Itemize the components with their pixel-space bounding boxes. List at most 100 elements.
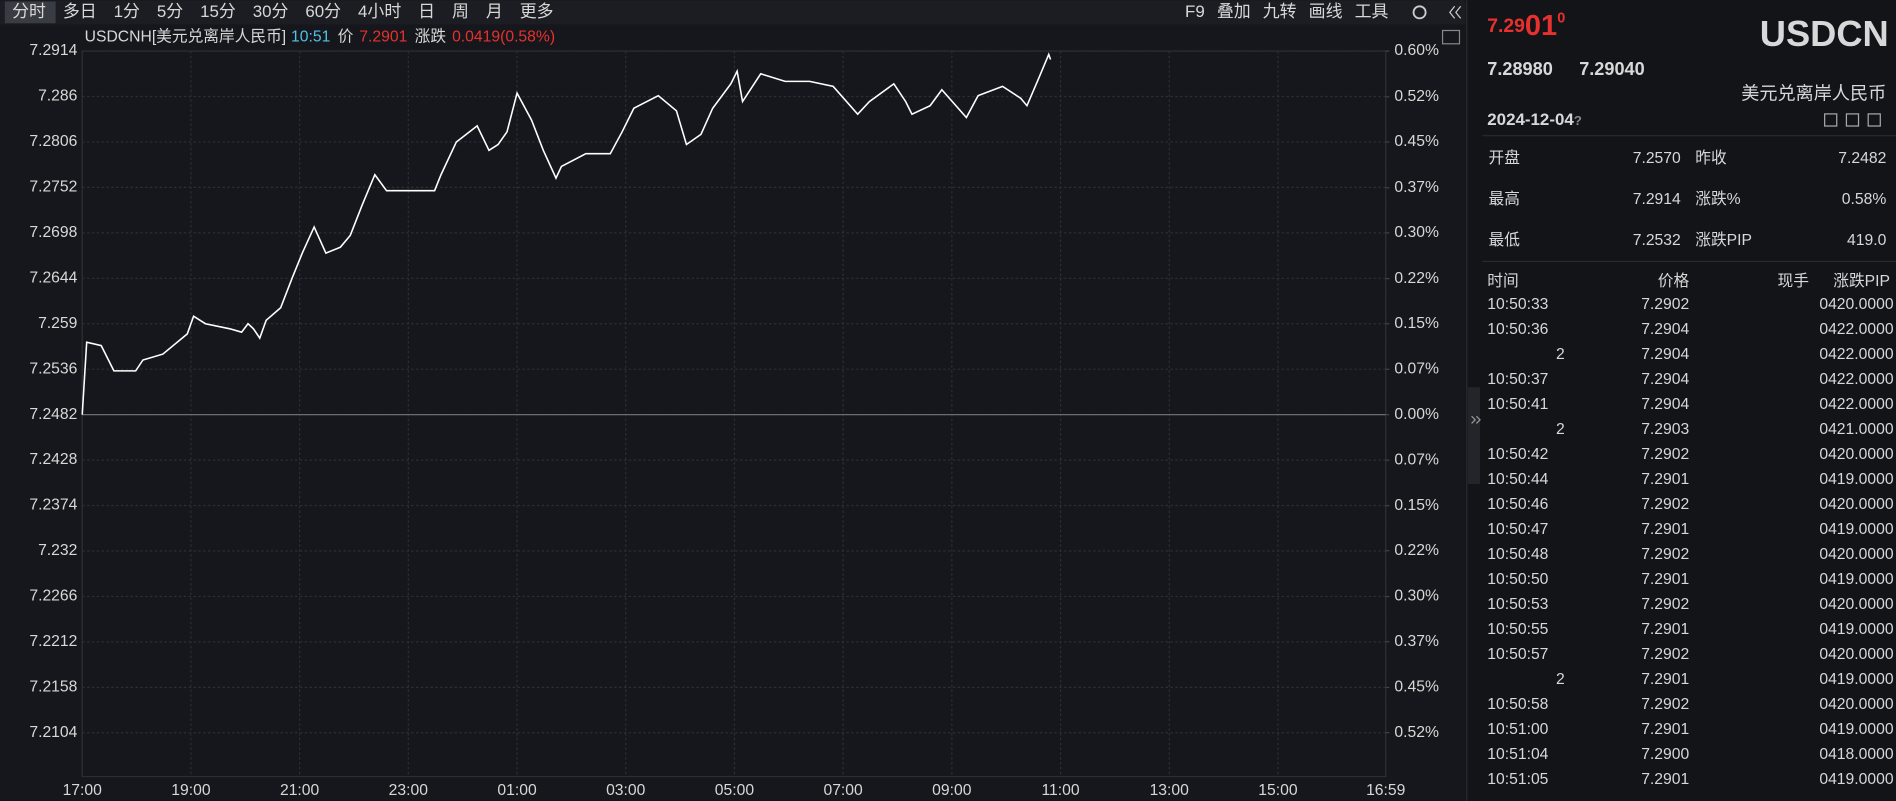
chart-panel [0,24,1466,801]
y2-tick-label: 0.52% [1394,724,1439,741]
date-hint[interactable]: ? [1574,113,1582,128]
x-tick-label: 16:59 [1366,782,1405,799]
chart: 17:00 19:00 21:00 23:00 01:00 03:00 05:00 07:00… [29,42,1439,799]
price-line [81,52,1052,415]
trade-change: 0420.0000 [1819,446,1893,463]
period-tab[interactable]: 周 [452,2,469,21]
tool-button[interactable]: 工具 [1355,2,1389,21]
tool-button[interactable]: 九转 [1263,2,1297,21]
tool-button[interactable]: F9 [1185,2,1205,21]
period-tab[interactable]: 30分 [253,2,289,21]
trade-price: 7.2902 [1641,596,1689,613]
change: 0.0419(0.58%) [452,29,555,46]
period-tab[interactable]: 日 [418,2,435,21]
y2-tick-label: 0.60% [1394,42,1439,59]
stat-label: 昨收 [1695,149,1727,167]
quote-price: 7.29010 [1487,10,1565,42]
y-tick-label: 7.2104 [29,724,77,741]
y2-tick-label: 0.00% [1394,406,1439,423]
quote-date: 2024-12-04? [1487,111,1582,130]
y-tick-label: 7.259 [38,315,77,332]
y-tick-label: 7.2644 [29,269,77,286]
trade-change: 0419.0000 [1819,721,1893,738]
stat-label: 涨跌PIP [1695,231,1752,249]
date: 2024-12-04 [1487,111,1574,130]
y-tick-label: 7.232 [38,542,77,559]
toolbar [0,0,1466,25]
period-tab[interactable]: 1分 [114,2,140,21]
column-header: 时间 [1487,272,1518,290]
period-tab[interactable]: 更多 [520,2,554,21]
trade-time: 10:50:41 [1487,396,1548,413]
trade-change: 0419.0000 [1819,621,1893,638]
trade-time: 2 [1556,671,1565,688]
stat-label: 最高 [1489,190,1520,208]
edit-icon[interactable] [1824,113,1838,127]
stat-label: 涨跌% [1695,190,1740,208]
period-tab[interactable]: 4小时 [358,2,401,21]
collapse-icon[interactable] [1471,415,1481,424]
x-tick-label: 15:00 [1258,782,1298,799]
trade-change: 0420.0000 [1819,696,1893,713]
trade-change: 0419.0000 [1819,521,1893,538]
stat-value: 7.2570 [1633,150,1681,167]
period-tab[interactable]: 分时 [12,2,46,21]
trade-time: 10:51:04 [1487,746,1548,763]
ask: 7.29040 [1579,59,1645,79]
trade-change: 0422.0000 [1819,396,1893,413]
collapse-toolbar-icon[interactable] [1449,5,1462,19]
period-tab[interactable]: 15分 [200,2,236,21]
copy-icon[interactable] [1845,113,1860,127]
trade-price: 7.2902 [1641,446,1689,463]
y-tick-label: 7.2266 [29,588,77,605]
period-tab[interactable]: 5分 [157,2,183,21]
period-tab[interactable]: 多日 [63,2,97,21]
y2-tick-label: 0.07% [1394,360,1439,377]
y-tick-label: 7.2536 [29,360,77,377]
selected-tab [4,1,56,24]
price-label: 价 [338,29,354,46]
trade-time: 10:50:33 [1487,296,1548,313]
trade-time: 10:50:57 [1487,646,1548,663]
column-header: 涨跌PIP [1833,272,1890,290]
x-tick-label: 03:00 [606,782,646,799]
trade-change: 0418.0000 [1819,746,1893,763]
y-tick-label: 7.2482 [29,406,77,423]
trade-time: 10:50:36 [1487,321,1548,338]
change-label: 涨跌 [415,28,447,46]
y-tick-label: 7.2752 [29,179,77,196]
stat-value: 7.2482 [1838,150,1886,167]
price-fraction: 0 [1557,10,1565,26]
wp-icon[interactable] [1441,29,1461,45]
x-tick-label: 09:00 [932,782,972,799]
x-tick-label: 13:00 [1150,782,1190,799]
x-tick-label: 01:00 [497,782,537,799]
stat-value: 0.58% [1842,191,1887,208]
trade-change: 0420.0000 [1819,496,1893,513]
trade-price: 7.2902 [1641,646,1689,663]
add-icon[interactable] [1867,113,1881,127]
y2-tick-label: 0.15% [1394,315,1439,332]
y2-tick-label: 0.30% [1394,588,1439,605]
trade-price: 7.2902 [1641,496,1689,513]
period-tab[interactable]: 60分 [305,2,341,21]
trade-price: 7.2902 [1641,296,1689,313]
collapse-handle[interactable] [1467,387,1481,484]
y2-tick-label: 0.37% [1394,633,1439,650]
period-tab[interactable]: 月 [486,2,503,21]
trade-price: 7.2901 [1641,771,1689,788]
trade-price: 7.2902 [1641,696,1689,713]
trade-time: 10:51:05 [1487,771,1548,788]
x-tick-label: 21:00 [280,782,320,799]
symbol: USDCNH[美元兑离岸人民币] [85,28,287,46]
tool-button[interactable]: 画线 [1309,2,1343,21]
settings-icon[interactable] [1412,5,1427,20]
y-tick-label: 7.2428 [29,451,77,468]
tool-button[interactable]: 叠加 [1217,2,1251,21]
trade-price: 7.2901 [1641,621,1689,638]
x-tick-label: 11:00 [1041,782,1079,799]
stat-value: 7.2532 [1633,232,1681,249]
quote-details: 开盘 7.2570 昨收 7.2482 最高 7.2914 涨跌% 0.58% 最低 7.2532… [1487,148,1894,788]
y-tick-label: 7.2698 [29,224,77,241]
price-main: 7.29 [1487,15,1525,37]
